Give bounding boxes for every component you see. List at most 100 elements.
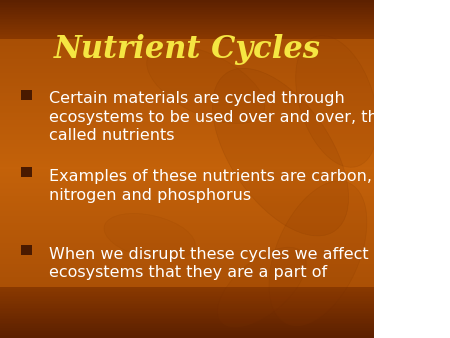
Bar xyxy=(0,166,374,167)
Bar xyxy=(0,184,374,186)
Bar xyxy=(0,35,374,37)
Bar xyxy=(0,313,374,314)
Bar xyxy=(0,211,374,213)
Bar xyxy=(0,240,374,242)
Bar xyxy=(0,324,374,326)
Bar xyxy=(0,84,374,86)
Bar xyxy=(0,83,374,84)
Bar xyxy=(0,159,374,161)
Bar xyxy=(0,147,374,149)
Bar xyxy=(0,15,374,17)
Bar xyxy=(0,86,374,88)
Bar xyxy=(0,306,374,308)
Bar xyxy=(0,221,374,223)
Bar xyxy=(0,303,374,304)
Bar xyxy=(0,309,374,311)
Bar xyxy=(0,188,374,189)
Bar xyxy=(0,34,374,35)
Bar xyxy=(0,265,374,267)
Bar xyxy=(21,90,32,100)
Bar xyxy=(0,172,374,174)
Ellipse shape xyxy=(147,45,265,124)
Bar xyxy=(0,14,374,15)
Bar xyxy=(0,63,374,64)
Bar xyxy=(21,167,32,177)
Bar xyxy=(0,328,374,330)
Bar xyxy=(0,78,374,79)
Bar xyxy=(0,274,374,275)
Bar xyxy=(0,193,374,194)
Bar xyxy=(0,206,374,208)
Bar xyxy=(0,321,374,323)
Bar xyxy=(0,47,374,49)
Bar xyxy=(0,233,374,235)
Bar xyxy=(0,61,374,63)
Bar xyxy=(0,198,374,199)
Bar xyxy=(0,269,374,270)
Bar xyxy=(0,174,374,176)
Bar xyxy=(0,336,374,338)
Bar xyxy=(0,93,374,95)
Bar xyxy=(0,169,374,171)
Bar xyxy=(0,105,374,106)
Bar xyxy=(0,5,374,7)
Bar xyxy=(21,245,32,255)
Bar xyxy=(0,57,374,59)
Bar xyxy=(0,294,374,296)
Bar xyxy=(0,333,374,335)
Bar xyxy=(0,282,374,284)
Text: When we disrupt these cycles we affect the
ecosystems that they are a part of: When we disrupt these cycles we affect t… xyxy=(49,247,400,280)
Ellipse shape xyxy=(104,214,195,260)
Bar xyxy=(0,122,374,123)
Bar xyxy=(0,277,374,279)
Bar xyxy=(0,95,374,96)
Bar xyxy=(0,37,374,39)
Bar xyxy=(0,90,374,91)
Bar xyxy=(0,51,374,52)
Bar xyxy=(0,316,374,318)
Bar xyxy=(0,179,374,181)
Bar xyxy=(0,311,374,313)
Bar xyxy=(0,113,374,115)
Bar xyxy=(0,204,374,206)
Bar xyxy=(0,270,374,272)
Bar xyxy=(0,232,374,233)
Bar xyxy=(0,215,374,216)
Bar xyxy=(0,164,374,166)
Bar xyxy=(0,216,374,218)
Bar xyxy=(0,208,374,210)
Bar xyxy=(0,71,374,73)
Bar xyxy=(0,69,374,71)
Bar xyxy=(0,323,374,324)
Bar xyxy=(0,135,374,137)
Bar xyxy=(0,76,374,78)
Bar xyxy=(0,331,374,333)
Bar xyxy=(0,155,374,157)
Bar xyxy=(0,297,374,299)
Bar xyxy=(0,299,374,301)
Bar xyxy=(0,286,374,287)
Bar xyxy=(0,8,374,10)
Ellipse shape xyxy=(296,35,378,167)
Bar xyxy=(0,243,374,245)
Bar xyxy=(0,289,374,291)
Bar xyxy=(0,101,374,103)
Bar xyxy=(0,29,374,30)
Bar xyxy=(0,39,374,41)
Bar xyxy=(0,196,374,198)
Bar xyxy=(0,161,374,162)
Text: Certain materials are cycled through
ecosystems to be used over and over, they a: Certain materials are cycled through eco… xyxy=(49,91,428,143)
Bar xyxy=(0,301,374,303)
Bar xyxy=(0,88,374,90)
Bar xyxy=(0,228,374,230)
Bar xyxy=(0,177,374,179)
Text: Examples of these nutrients are carbon,
nitrogen and phosphorus: Examples of these nutrients are carbon, … xyxy=(49,169,372,202)
Bar xyxy=(0,7,374,8)
Bar xyxy=(0,220,374,221)
Bar xyxy=(0,330,374,331)
Bar xyxy=(0,91,374,93)
Bar xyxy=(0,262,374,264)
Bar xyxy=(0,52,374,54)
Bar xyxy=(0,66,374,68)
Bar xyxy=(0,120,374,122)
